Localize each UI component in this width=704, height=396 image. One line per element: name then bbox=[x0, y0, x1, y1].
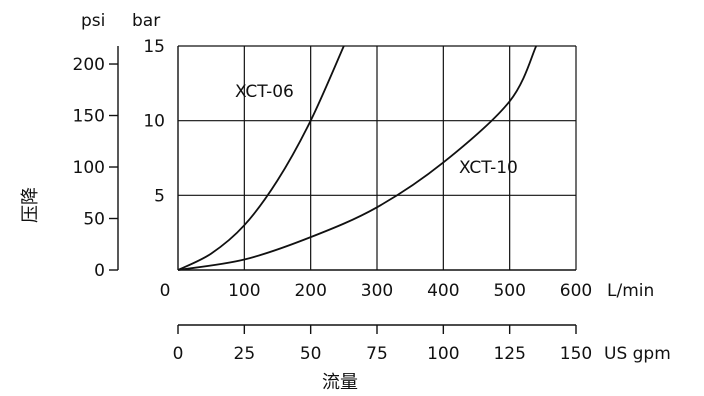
series-label-xct-10: XCT-10 bbox=[459, 158, 518, 178]
y-tick-label-15: 15 bbox=[143, 37, 165, 57]
x-tick-label-300: 300 bbox=[361, 281, 393, 301]
y-tick-label-5: 5 bbox=[154, 186, 165, 206]
psi-tick-label-50: 50 bbox=[83, 210, 105, 230]
y-axis-title: 压降 bbox=[20, 187, 41, 223]
gpm-tick-label-150: 150 bbox=[560, 344, 592, 364]
y-tick-label-10: 10 bbox=[143, 112, 165, 132]
gpm-tick-label-125: 125 bbox=[493, 344, 525, 364]
psi-tick-label-100: 100 bbox=[73, 158, 105, 178]
series-label-xct-06: XCT-06 bbox=[235, 82, 294, 102]
gpm-tick-label-50: 50 bbox=[300, 344, 322, 364]
psi-tick-label-150: 150 bbox=[73, 107, 105, 127]
gpm-tick-label-25: 25 bbox=[234, 344, 256, 364]
x-tick-label-200: 200 bbox=[294, 281, 326, 301]
x-secondary-unit-label: US gpm bbox=[604, 344, 671, 364]
psi-tick-label-0: 0 bbox=[94, 261, 105, 281]
y-primary-unit-label: bar bbox=[132, 11, 160, 31]
series-line-xct-06 bbox=[177, 45, 345, 271]
gpm-tick-label-75: 75 bbox=[366, 344, 388, 364]
origin-label: 0 bbox=[160, 281, 171, 301]
x-tick-label-400: 400 bbox=[427, 281, 459, 301]
gpm-tick-label-100: 100 bbox=[427, 344, 459, 364]
x-axis-title: 流量 bbox=[322, 372, 358, 393]
gpm-tick-label-0: 0 bbox=[173, 344, 184, 364]
psi-tick-label-200: 200 bbox=[73, 55, 105, 75]
x-tick-label-500: 500 bbox=[493, 281, 525, 301]
series-line-xct-10 bbox=[177, 45, 538, 271]
x-tick-label-600: 600 bbox=[560, 281, 592, 301]
x-primary-unit-label: L/min bbox=[607, 281, 654, 301]
x-tick-label-100: 100 bbox=[228, 281, 260, 301]
y-secondary-unit-label: psi bbox=[81, 11, 105, 31]
